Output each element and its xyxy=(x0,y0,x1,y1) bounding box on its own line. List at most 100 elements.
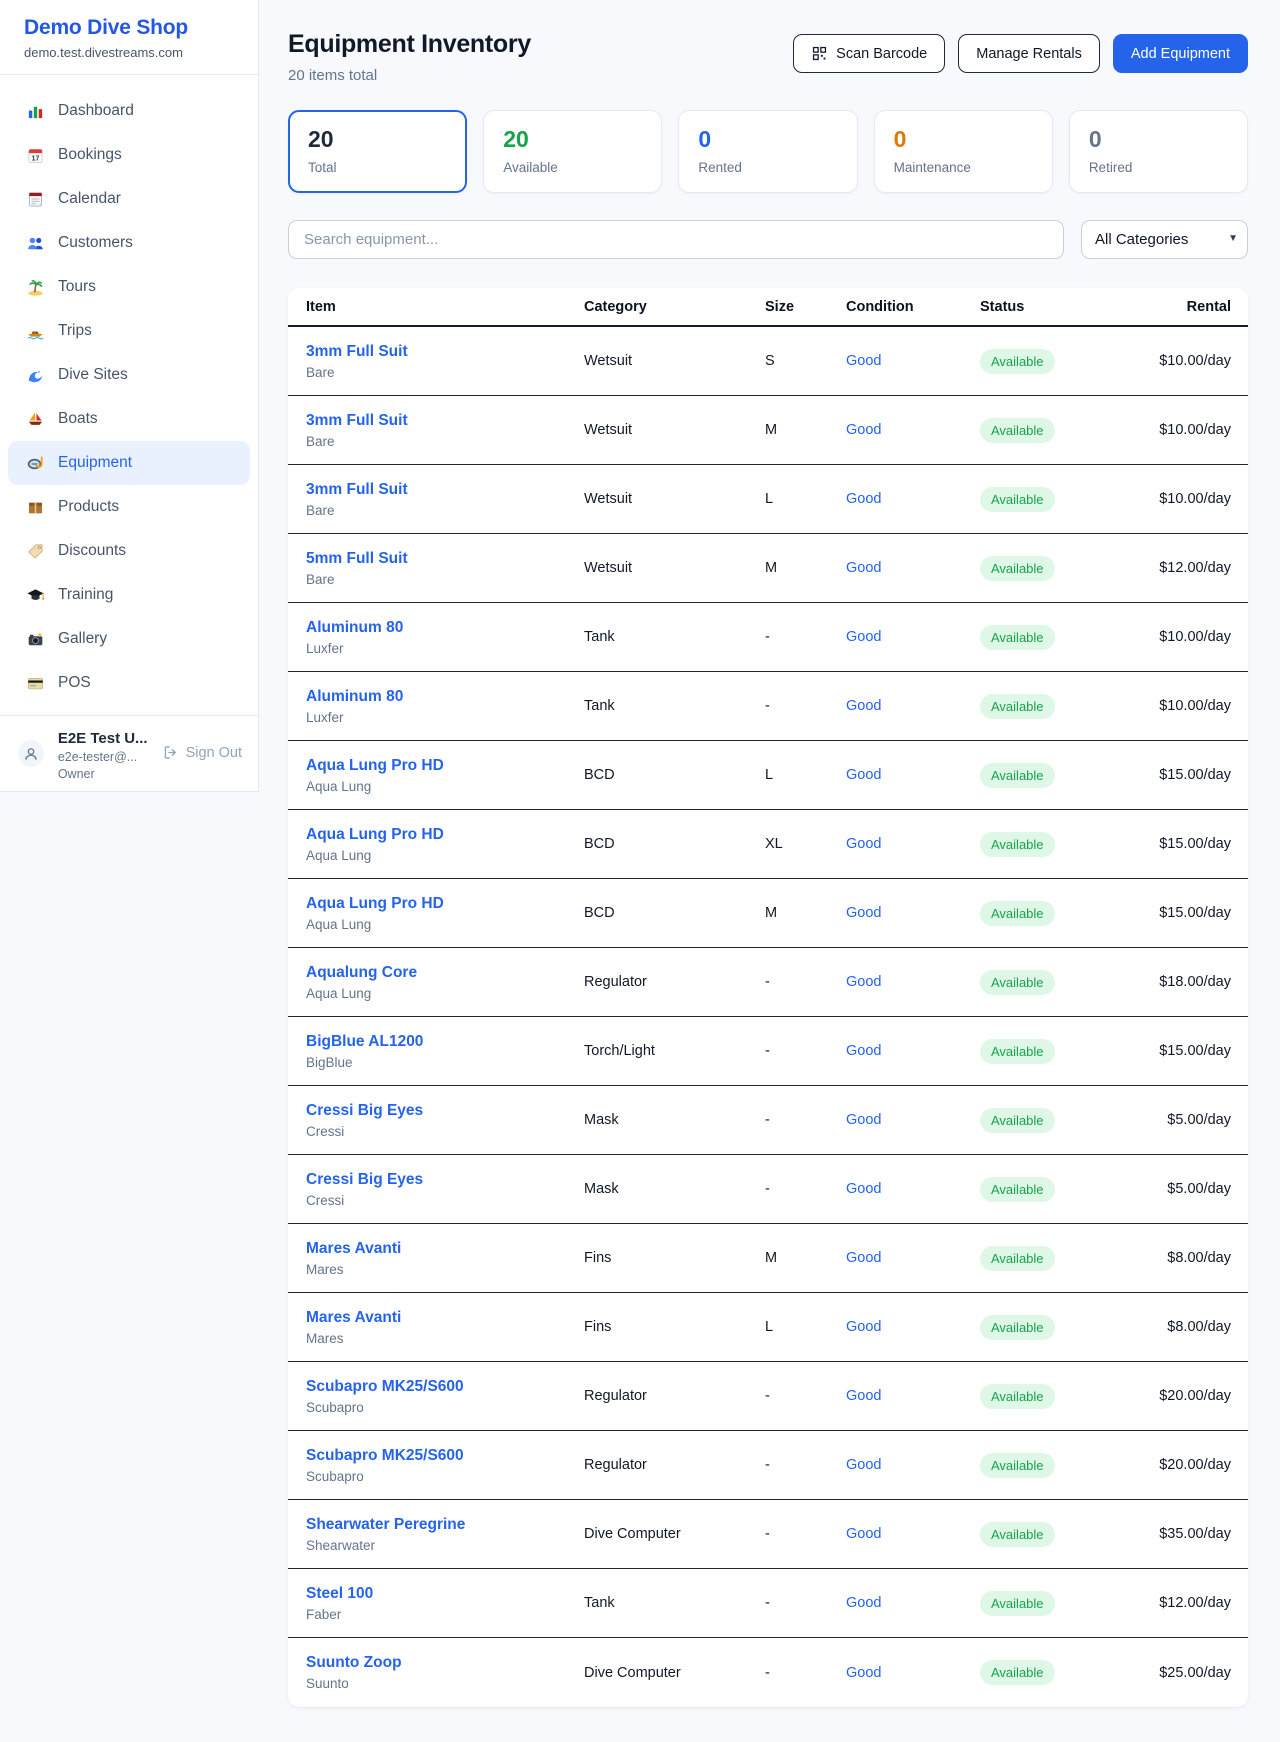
sidebar-item-calendar[interactable]: Calendar xyxy=(8,177,250,221)
item-condition-link[interactable]: Good xyxy=(846,1319,882,1335)
status-badge: Available xyxy=(980,969,1055,995)
item-condition-link[interactable]: Good xyxy=(846,353,882,369)
stat-label: Rented xyxy=(698,160,742,175)
item-size: XL xyxy=(765,836,783,852)
item-name-link[interactable]: Mares Avanti xyxy=(306,1239,402,1257)
table-row: Scubapro MK25/S600 Scubapro Regulator - … xyxy=(288,1362,1248,1431)
stat-card-available[interactable]: 20 Available xyxy=(483,110,663,193)
sidebar-item-gallery[interactable]: Gallery xyxy=(8,617,250,661)
item-name-link[interactable]: Scubapro MK25/S600 xyxy=(306,1377,464,1395)
item-name-link[interactable]: Aluminum 80 xyxy=(306,618,404,636)
item-condition-link[interactable]: Good xyxy=(846,1181,882,1197)
sidebar-item-equipment[interactable]: Equipment xyxy=(8,441,250,485)
stat-label: Retired xyxy=(1088,160,1133,175)
item-rental-price: $18.00/day xyxy=(1159,974,1231,990)
sidebar-item-dive-sites[interactable]: Dive Sites xyxy=(8,353,250,397)
item-name-link[interactable]: Aqua Lung Pro HD xyxy=(306,756,444,774)
item-brand: Cressi xyxy=(306,1192,345,1208)
item-condition-link[interactable]: Good xyxy=(846,629,882,645)
people-icon xyxy=(26,234,45,253)
item-condition-link[interactable]: Good xyxy=(846,1664,882,1681)
item-size: - xyxy=(765,1112,770,1128)
item-rental-price: $15.00/day xyxy=(1159,767,1231,783)
item-condition-link[interactable]: Good xyxy=(846,1250,882,1266)
item-condition-link[interactable]: Good xyxy=(846,1526,882,1542)
table-row: Cressi Big Eyes Cressi Mask - Good Avail… xyxy=(288,1086,1248,1155)
sidebar-item-tours[interactable]: Tours xyxy=(8,265,250,309)
sidebar-divider xyxy=(0,74,258,75)
add-equipment-button[interactable]: Add Equipment xyxy=(1112,34,1248,73)
sign-out-button[interactable]: Sign Out xyxy=(162,744,242,761)
item-name-link[interactable]: 3mm Full Suit xyxy=(306,411,408,429)
item-category: Wetsuit xyxy=(584,422,633,438)
sidebar-item-label: Discounts xyxy=(58,542,127,559)
stat-card-retired[interactable]: 0 Retired xyxy=(1068,110,1249,193)
item-name-link[interactable]: Suunto Zoop xyxy=(306,1654,402,1671)
item-condition-link[interactable]: Good xyxy=(846,836,882,852)
sidebar-item-dashboard[interactable]: Dashboard xyxy=(8,89,250,133)
item-brand: Scubapro xyxy=(306,1399,364,1415)
item-size: - xyxy=(765,1595,770,1611)
sidebar-item-training[interactable]: Training xyxy=(8,573,250,617)
sidebar-item-discounts[interactable]: Discounts xyxy=(8,529,250,573)
item-name-link[interactable]: 5mm Full Suit xyxy=(306,549,408,567)
item-condition-link[interactable]: Good xyxy=(846,491,882,507)
item-name-link[interactable]: Mares Avanti xyxy=(306,1308,402,1326)
item-brand: Aqua Lung xyxy=(306,847,372,863)
item-condition-link[interactable]: Good xyxy=(846,767,882,783)
sailboat-icon xyxy=(26,410,45,429)
item-rental-price: $35.00/day xyxy=(1159,1526,1231,1542)
column-header-category: Category xyxy=(584,298,647,315)
sidebar-item-label: Calendar xyxy=(58,190,121,207)
equipment-table: Item Category Size Condition Status Rental 3m… xyxy=(288,288,1248,1707)
table-row: Aqua Lung Pro HD Aqua Lung BCD L Good Av… xyxy=(288,741,1248,810)
status-badge: Available xyxy=(980,1383,1055,1409)
item-name-link[interactable]: Steel 100 xyxy=(306,1584,374,1602)
item-condition-link[interactable]: Good xyxy=(846,560,882,576)
stat-card-total[interactable]: 20 Total xyxy=(288,110,468,193)
scan-barcode-button[interactable]: Scan Barcode xyxy=(793,34,946,73)
item-name-link[interactable]: Aqualung Core xyxy=(306,963,418,981)
item-condition-link[interactable]: Good xyxy=(846,1595,882,1611)
stat-card-maintenance[interactable]: 0 Maintenance xyxy=(873,110,1053,193)
table-row: Aqua Lung Pro HD Aqua Lung BCD XL Good A… xyxy=(288,810,1248,879)
item-size: L xyxy=(765,1319,774,1335)
item-size: M xyxy=(765,1250,778,1266)
manage-rentals-button[interactable]: Manage Rentals xyxy=(958,34,1100,73)
search-input[interactable] xyxy=(288,220,1064,259)
sidebar-item-label: Bookings xyxy=(58,146,122,163)
sidebar-item-products[interactable]: Products xyxy=(8,485,250,529)
sidebar-item-trips[interactable]: Trips xyxy=(8,309,250,353)
sidebar-item-label: Training xyxy=(58,586,114,603)
stat-card-rented[interactable]: 0 Rented xyxy=(678,110,858,193)
item-name-link[interactable]: Cressi Big Eyes xyxy=(306,1170,424,1188)
sidebar-item-customers[interactable]: Customers xyxy=(8,221,250,265)
item-condition-link[interactable]: Good xyxy=(846,1388,882,1404)
item-condition-link[interactable]: Good xyxy=(846,698,882,714)
item-condition-link[interactable]: Good xyxy=(846,905,882,921)
item-category: BCD xyxy=(584,767,615,783)
item-condition-link[interactable]: Good xyxy=(846,1043,882,1059)
item-name-link[interactable]: Scubapro MK25/S600 xyxy=(306,1446,464,1464)
item-name-link[interactable]: Cressi Big Eyes xyxy=(306,1101,424,1119)
item-name-link[interactable]: Shearwater Peregrine xyxy=(306,1515,466,1533)
item-condition-link[interactable]: Good xyxy=(846,1457,882,1473)
sidebar-item-boats[interactable]: Boats xyxy=(8,397,250,441)
sidebar-item-bookings[interactable]: Bookings xyxy=(8,133,250,177)
item-condition-link[interactable]: Good xyxy=(846,974,882,990)
sidebar-item-pos[interactable]: POS xyxy=(8,661,250,705)
dive-mask-icon xyxy=(26,454,45,473)
brand-name[interactable]: Demo Dive Shop xyxy=(24,16,189,39)
item-name-link[interactable]: BigBlue AL1200 xyxy=(306,1032,424,1050)
item-name-link[interactable]: Aluminum 80 xyxy=(306,687,404,705)
item-name-link[interactable]: 3mm Full Suit xyxy=(306,342,408,360)
item-name-link[interactable]: Aqua Lung Pro HD xyxy=(306,894,444,912)
item-category: Regulator xyxy=(584,974,647,990)
item-size: - xyxy=(765,974,770,990)
category-select[interactable]: All Categories xyxy=(1081,220,1248,259)
column-header-condition: Condition xyxy=(846,298,914,315)
item-name-link[interactable]: 3mm Full Suit xyxy=(306,480,408,498)
item-name-link[interactable]: Aqua Lung Pro HD xyxy=(306,825,444,843)
item-condition-link[interactable]: Good xyxy=(846,1112,882,1128)
item-condition-link[interactable]: Good xyxy=(846,422,882,438)
